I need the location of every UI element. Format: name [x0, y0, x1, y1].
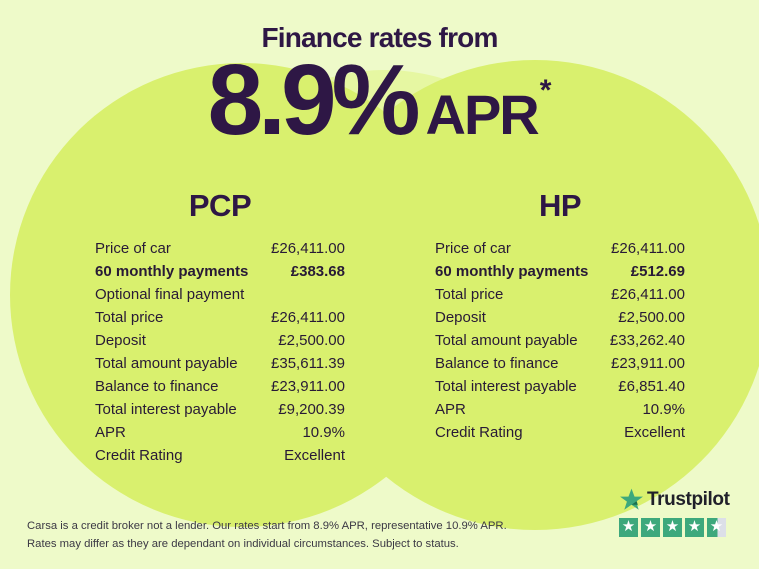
- row-label: Total price: [435, 286, 504, 303]
- table-row: 60 monthly payments £383.68: [95, 260, 345, 283]
- row-label: Total interest payable: [95, 401, 237, 418]
- row-value: Excellent: [624, 424, 685, 441]
- row-value: £33,262.40: [609, 332, 685, 349]
- hero-asterisk: *: [539, 74, 552, 107]
- table-row: Price of car £26,411.00: [95, 237, 345, 260]
- pcp-column-title: PCP: [188, 188, 252, 223]
- row-value: 10.9%: [642, 401, 685, 418]
- row-label: Balance to finance: [95, 378, 219, 395]
- row-value: £23,911.00: [611, 355, 685, 372]
- row-value: £26,411.00: [271, 240, 345, 257]
- row-label: Credit Rating: [95, 447, 183, 464]
- table-row: 60 monthly payments £512.69: [435, 260, 685, 283]
- star-glyph: ★: [621, 518, 636, 535]
- row-value: £2,500.00: [618, 309, 685, 326]
- row-value: £2,500.00: [278, 332, 345, 349]
- table-row: Balance to finance £23,911.00: [435, 352, 685, 375]
- table-row: Deposit £2,500.00: [435, 306, 685, 329]
- hero-rate-value: 8.9%: [207, 44, 421, 156]
- table-row: Total interest payable £6,851.40: [435, 375, 685, 398]
- row-label: Credit Rating: [435, 424, 523, 441]
- star-glyph: ★: [665, 518, 680, 535]
- pcp-column: PCP Price of car £26,411.00 60 monthly pay…: [95, 188, 345, 467]
- disclaimer-line-1: Carsa is a credit broker not a lender. O…: [27, 520, 507, 532]
- table-row: Price of car £26,411.00: [435, 237, 685, 260]
- table-row: APR 10.9%: [435, 398, 685, 421]
- disclaimer-text: Carsa is a credit broker not a lender. O…: [27, 517, 567, 553]
- row-label: Deposit: [435, 309, 486, 326]
- table-row: Total interest payable £9,200.39: [95, 398, 345, 421]
- row-label: Total price: [95, 309, 164, 326]
- table-row: Credit Rating Excellent: [95, 444, 345, 467]
- row-value: £26,411.00: [271, 309, 345, 326]
- table-row: Total price £26,411.00: [435, 283, 685, 306]
- row-label: Total amount payable: [435, 332, 578, 349]
- trustpilot-rating-star-icon: ★: [619, 518, 638, 537]
- trustpilot-rating-star-icon: ★: [663, 518, 682, 537]
- row-value: £26,411.00: [611, 286, 685, 303]
- table-row: Total amount payable £33,262.40: [435, 329, 685, 352]
- row-value: £383.68: [290, 263, 345, 280]
- row-label: 60 monthly payments: [435, 263, 589, 280]
- trustpilot-wordmark: Trustpilot: [647, 488, 730, 510]
- pcp-table: Price of car £26,411.00 60 monthly payment…: [95, 237, 345, 467]
- hero-rate-group: 8.9% APR *: [0, 50, 759, 150]
- row-label: Price of car: [95, 240, 171, 257]
- row-value: £9,200.39: [278, 401, 345, 418]
- table-row: Balance to finance £23,911.00: [95, 375, 345, 398]
- row-value: £512.69: [630, 263, 685, 280]
- hp-table: Price of car £26,411.00 60 monthly payment…: [435, 237, 685, 444]
- hp-column-title: HP: [538, 188, 582, 223]
- table-row: Total amount payable £35,611.39: [95, 352, 345, 375]
- trustpilot-rating-star-icon: ★: [641, 518, 660, 537]
- row-label: Price of car: [435, 240, 511, 257]
- row-value: £6,851.40: [618, 378, 685, 395]
- row-label: Total amount payable: [95, 355, 238, 372]
- row-label: 60 monthly payments: [95, 263, 249, 280]
- trustpilot-rating-stars: ★ ★ ★ ★ ★: [619, 518, 731, 537]
- row-value: 10.9%: [302, 424, 345, 441]
- row-label: APR: [95, 424, 126, 441]
- trustpilot-rating-star-icon: ★: [707, 518, 726, 537]
- star-glyph: ★: [687, 518, 702, 535]
- row-label: Deposit: [95, 332, 146, 349]
- background-blob-right: [300, 60, 759, 530]
- table-row: Credit Rating Excellent: [435, 421, 685, 444]
- trustpilot-logo-row: Trustpilot: [619, 487, 731, 512]
- page-title: Finance rates from: [261, 22, 498, 53]
- table-row: Optional final payment: [95, 283, 345, 306]
- row-value: £35,611.39: [271, 355, 345, 372]
- disclaimer-line-2: Rates may differ as they are dependant o…: [27, 538, 459, 551]
- row-label: Optional final payment: [95, 286, 245, 303]
- row-value: £23,911.00: [271, 378, 345, 395]
- table-row: Total price £26,411.00: [95, 306, 345, 329]
- hero-apr-label: APR: [425, 83, 540, 146]
- row-value: £26,411.00: [611, 240, 685, 257]
- row-value: Excellent: [284, 447, 345, 464]
- row-label: APR: [435, 401, 466, 418]
- row-label: Balance to finance: [435, 355, 559, 372]
- star-glyph: ★: [643, 518, 658, 535]
- hp-column: HP Price of car £26,411.00 60 monthly paym…: [435, 188, 685, 444]
- table-row: Deposit £2,500.00: [95, 329, 345, 352]
- row-label: Total interest payable: [435, 378, 577, 395]
- table-row: APR 10.9%: [95, 421, 345, 444]
- star-glyph: ★: [709, 518, 724, 535]
- trustpilot-widget: Trustpilot ★ ★ ★ ★ ★: [619, 487, 731, 537]
- trustpilot-star-icon: [620, 488, 643, 510]
- trustpilot-rating-star-icon: ★: [685, 518, 704, 537]
